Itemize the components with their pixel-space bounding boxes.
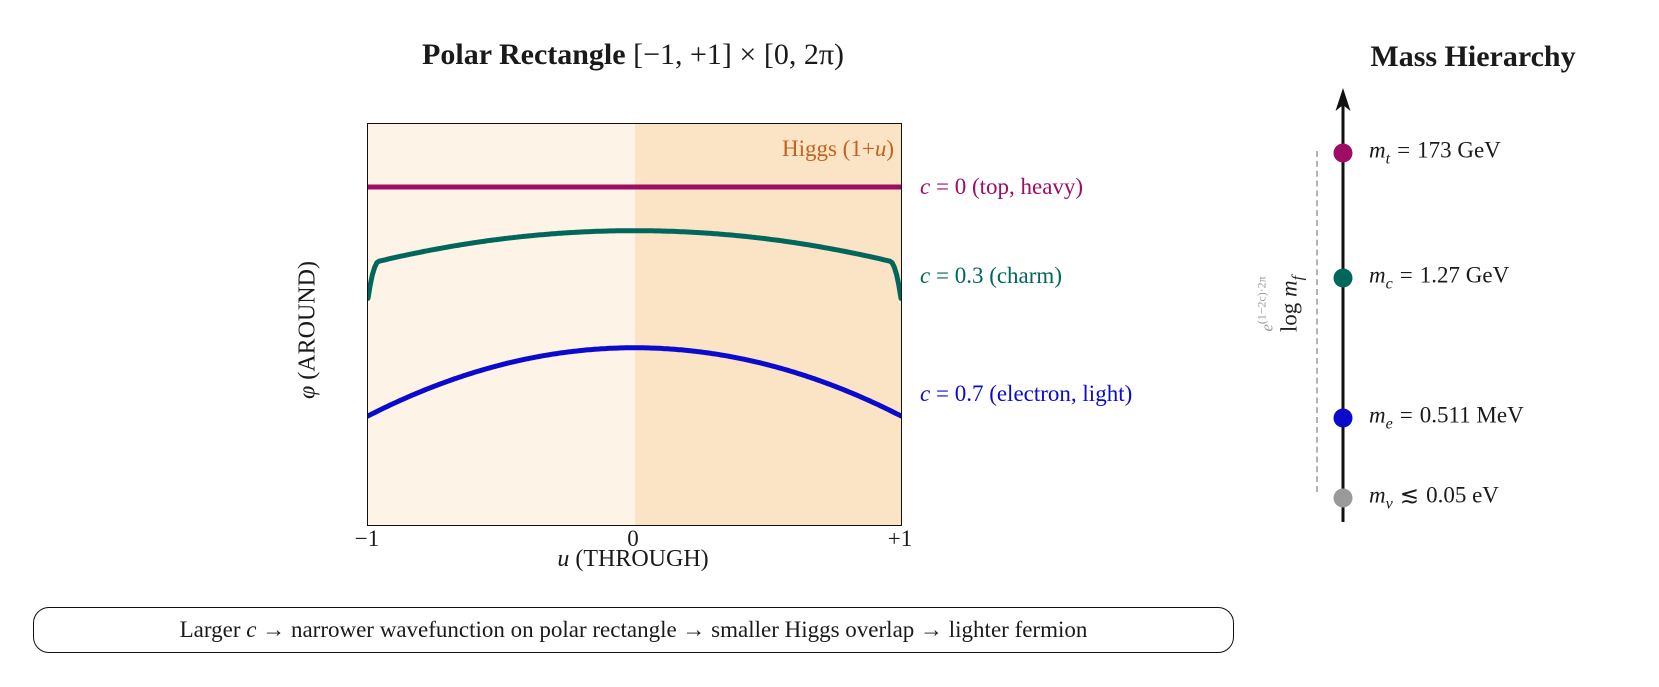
higgs-profile-label: Higgs (1+u) bbox=[782, 136, 894, 162]
mass-row: mν ≲ 0.05 eV bbox=[1369, 483, 1499, 514]
mass-symbol: m bbox=[1369, 262, 1386, 288]
mass-axis-exp-label: e(1−2c)·2π bbox=[1255, 276, 1278, 331]
y-axis-var: φ bbox=[294, 385, 321, 399]
arrowhead-icon bbox=[1335, 88, 1351, 111]
note-rest: → narrower wavefunction on polar rectang… bbox=[256, 617, 1088, 642]
y-axis-rest: (AROUND) bbox=[294, 261, 321, 386]
x-axis-rest: (THROUGH) bbox=[569, 546, 709, 572]
mass-symbol: m bbox=[1369, 137, 1386, 163]
exp-base: e bbox=[1257, 324, 1277, 332]
curve-label: c = 0.3 (charm) bbox=[920, 263, 1062, 289]
plot-left-half bbox=[368, 124, 635, 525]
curves-plot-svg bbox=[368, 184, 901, 419]
plot-title: Polar Rectangle [−1, +1] × [0, 2π) bbox=[422, 38, 844, 72]
curve-label-var: c bbox=[920, 381, 931, 406]
mass-symbol: m bbox=[1369, 402, 1386, 428]
mass-relation: = bbox=[1397, 137, 1411, 163]
curve-label-rest: = 0 (top, heavy) bbox=[930, 174, 1084, 199]
mass-sub: c bbox=[1385, 275, 1393, 293]
note-text: Larger c → narrower wavefunction on pola… bbox=[180, 617, 1088, 643]
mass-relation: = bbox=[1399, 262, 1413, 288]
curve-label-var: c bbox=[920, 174, 931, 199]
mass-axis-dashed-guide bbox=[1316, 151, 1318, 492]
mass-axis-arrow bbox=[1335, 88, 1351, 522]
mass-row: mc = 1.27 GeV bbox=[1369, 263, 1509, 294]
note-var: c bbox=[246, 617, 257, 642]
x-axis-label: u (THROUGH) bbox=[557, 546, 708, 573]
mass-value: 1.27 GeV bbox=[1419, 262, 1510, 288]
mass-value: 0.511 MeV bbox=[1419, 402, 1524, 428]
mass-relation: ≲ bbox=[1399, 482, 1420, 508]
mass-symbol: m bbox=[1369, 482, 1386, 508]
mass-axis-log-label: log mf bbox=[1277, 276, 1308, 332]
log-sub: f bbox=[1289, 275, 1307, 281]
exp-sup: (1−2c)·2π bbox=[1254, 276, 1269, 325]
curve-label-rest: = 0.3 (charm) bbox=[930, 263, 1062, 288]
curve-label-rest: = 0.7 (electron, light) bbox=[930, 381, 1133, 406]
x-axis-var: u bbox=[557, 546, 570, 572]
polar-rectangle-plot: Higgs (1+u) bbox=[367, 123, 902, 526]
mass-hierarchy-title: Mass Hierarchy bbox=[1370, 40, 1576, 73]
plot-title-math: [−1, +1] × [0, 2π) bbox=[633, 38, 844, 71]
higgs-label-var: u bbox=[874, 136, 887, 161]
mass-relation: = bbox=[1399, 402, 1413, 428]
log-var: m bbox=[1276, 280, 1302, 297]
mass-row: mt = 173 GeV bbox=[1369, 138, 1501, 169]
x-tick-zero: 0 bbox=[627, 526, 639, 551]
curve-label: c = 0 (top, heavy) bbox=[920, 174, 1083, 200]
curve-label-var: c bbox=[920, 263, 931, 288]
plot-right-half bbox=[634, 124, 901, 525]
plot-title-bold: Polar Rectangle bbox=[422, 38, 626, 71]
mass-value: 173 GeV bbox=[1417, 137, 1501, 163]
summary-note-box: Larger c → narrower wavefunction on pola… bbox=[33, 607, 1234, 653]
mass-dot bbox=[1333, 143, 1353, 163]
mass-dot bbox=[1333, 408, 1353, 428]
note-prefix: Larger bbox=[179, 617, 247, 642]
x-tick-minus1: −1 bbox=[354, 526, 380, 551]
higgs-label-suffix: ) bbox=[886, 136, 894, 161]
curve-label: c = 0.7 (electron, light) bbox=[920, 381, 1132, 407]
mass-sub: ν bbox=[1385, 495, 1393, 513]
mass-row: me = 0.511 MeV bbox=[1369, 403, 1524, 434]
x-tick-plus1: +1 bbox=[887, 526, 913, 551]
mass-sub: t bbox=[1385, 150, 1391, 168]
y-axis-label: φ (AROUND) bbox=[295, 261, 322, 399]
higgs-label-prefix: Higgs (1+ bbox=[781, 136, 875, 161]
mass-value: 0.05 eV bbox=[1426, 482, 1499, 508]
mass-dot bbox=[1333, 268, 1353, 288]
log-prefix: log bbox=[1276, 296, 1302, 333]
mass-dot bbox=[1333, 488, 1353, 508]
mass-sub: e bbox=[1385, 415, 1393, 433]
